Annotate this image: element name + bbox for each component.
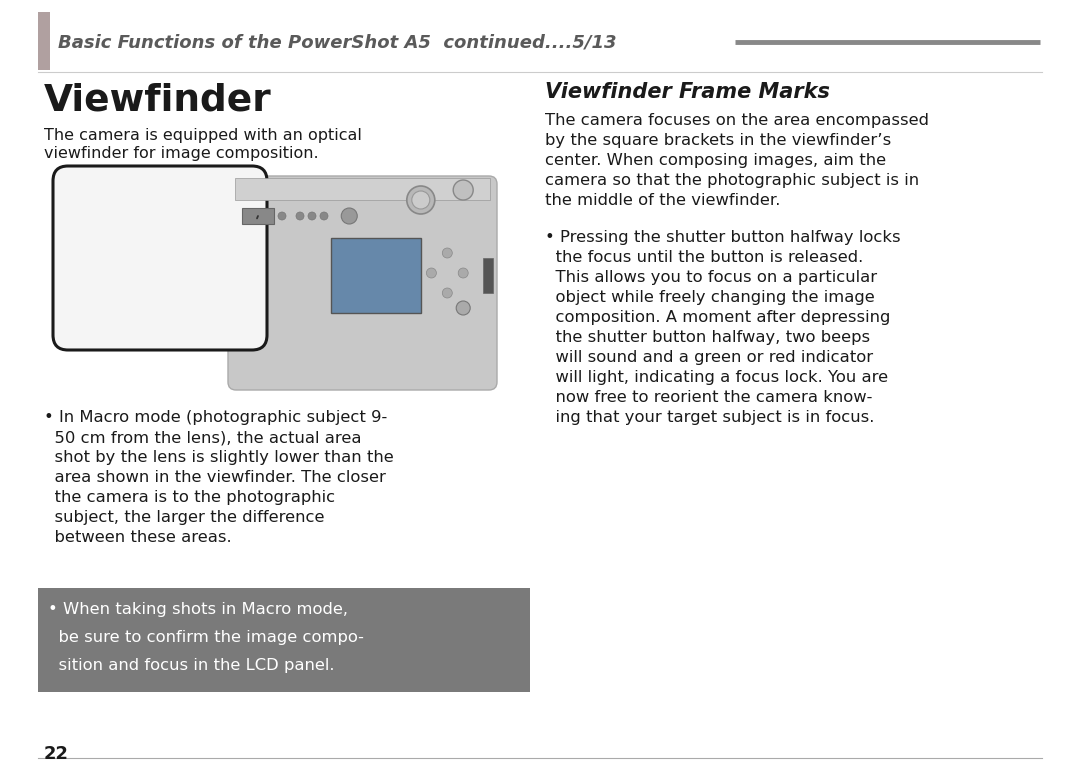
Circle shape xyxy=(458,268,469,278)
Text: the camera is to the photographic: the camera is to the photographic xyxy=(44,490,335,505)
Bar xyxy=(235,178,490,200)
Text: object while freely changing the image: object while freely changing the image xyxy=(545,290,875,305)
Bar xyxy=(483,258,492,293)
Circle shape xyxy=(308,212,316,220)
Text: the focus until the button is released.: the focus until the button is released. xyxy=(545,250,863,265)
Text: now free to reorient the camera know-: now free to reorient the camera know- xyxy=(545,390,873,405)
Circle shape xyxy=(296,212,303,220)
Circle shape xyxy=(407,186,435,214)
Text: the shutter button halfway, two beeps: the shutter button halfway, two beeps xyxy=(545,330,870,345)
Text: will light, indicating a focus lock. You are: will light, indicating a focus lock. You… xyxy=(545,370,888,385)
Text: by the square brackets in the viewfinder’s: by the square brackets in the viewfinder… xyxy=(545,133,891,148)
Text: Viewfinder: Viewfinder xyxy=(44,82,272,118)
Text: camera so that the photographic subject is in: camera so that the photographic subject … xyxy=(545,173,919,188)
Text: viewfinder for image composition.: viewfinder for image composition. xyxy=(44,146,319,161)
Text: sition and focus in the LCD panel.: sition and focus in the LCD panel. xyxy=(48,658,335,673)
Text: The camera is equipped with an optical: The camera is equipped with an optical xyxy=(44,128,362,143)
Circle shape xyxy=(443,248,453,258)
Text: • When taking shots in Macro mode,: • When taking shots in Macro mode, xyxy=(48,602,348,617)
Text: between these areas.: between these areas. xyxy=(44,530,231,545)
Bar xyxy=(38,12,50,70)
Text: • In Macro mode (photographic subject 9-: • In Macro mode (photographic subject 9- xyxy=(44,410,388,425)
Text: area shown in the viewfinder. The closer: area shown in the viewfinder. The closer xyxy=(44,470,386,485)
Circle shape xyxy=(454,180,473,200)
Text: will sound and a green or red indicator: will sound and a green or red indicator xyxy=(545,350,873,365)
Bar xyxy=(330,238,421,313)
Text: ing that your target subject is in focus.: ing that your target subject is in focus… xyxy=(545,410,875,425)
Circle shape xyxy=(278,212,286,220)
Text: subject, the larger the difference: subject, the larger the difference xyxy=(44,510,324,525)
Text: 50 cm from the lens), the actual area: 50 cm from the lens), the actual area xyxy=(44,430,362,445)
Text: The camera focuses on the area encompassed: The camera focuses on the area encompass… xyxy=(545,113,929,128)
Text: shot by the lens is slightly lower than the: shot by the lens is slightly lower than … xyxy=(44,450,394,465)
FancyBboxPatch shape xyxy=(228,176,497,390)
Circle shape xyxy=(456,301,470,315)
Text: This allows you to focus on a particular: This allows you to focus on a particular xyxy=(545,270,877,285)
Bar xyxy=(38,588,530,692)
Text: the middle of the viewfinder.: the middle of the viewfinder. xyxy=(545,193,781,208)
Circle shape xyxy=(411,191,430,209)
Bar xyxy=(242,208,274,224)
Text: center. When composing images, aim the: center. When composing images, aim the xyxy=(545,153,886,168)
Text: 22: 22 xyxy=(44,745,69,763)
FancyBboxPatch shape xyxy=(53,166,267,350)
Circle shape xyxy=(427,268,436,278)
Text: Viewfinder Frame Marks: Viewfinder Frame Marks xyxy=(545,82,829,102)
Circle shape xyxy=(320,212,328,220)
Text: be sure to confirm the image compo-: be sure to confirm the image compo- xyxy=(48,630,364,645)
Circle shape xyxy=(443,288,453,298)
Text: Basic Functions of the PowerShot A5  continued....5/13: Basic Functions of the PowerShot A5 cont… xyxy=(58,33,617,51)
Circle shape xyxy=(341,208,357,224)
Text: composition. A moment after depressing: composition. A moment after depressing xyxy=(545,310,890,325)
Text: • Pressing the shutter button halfway locks: • Pressing the shutter button halfway lo… xyxy=(545,230,901,245)
